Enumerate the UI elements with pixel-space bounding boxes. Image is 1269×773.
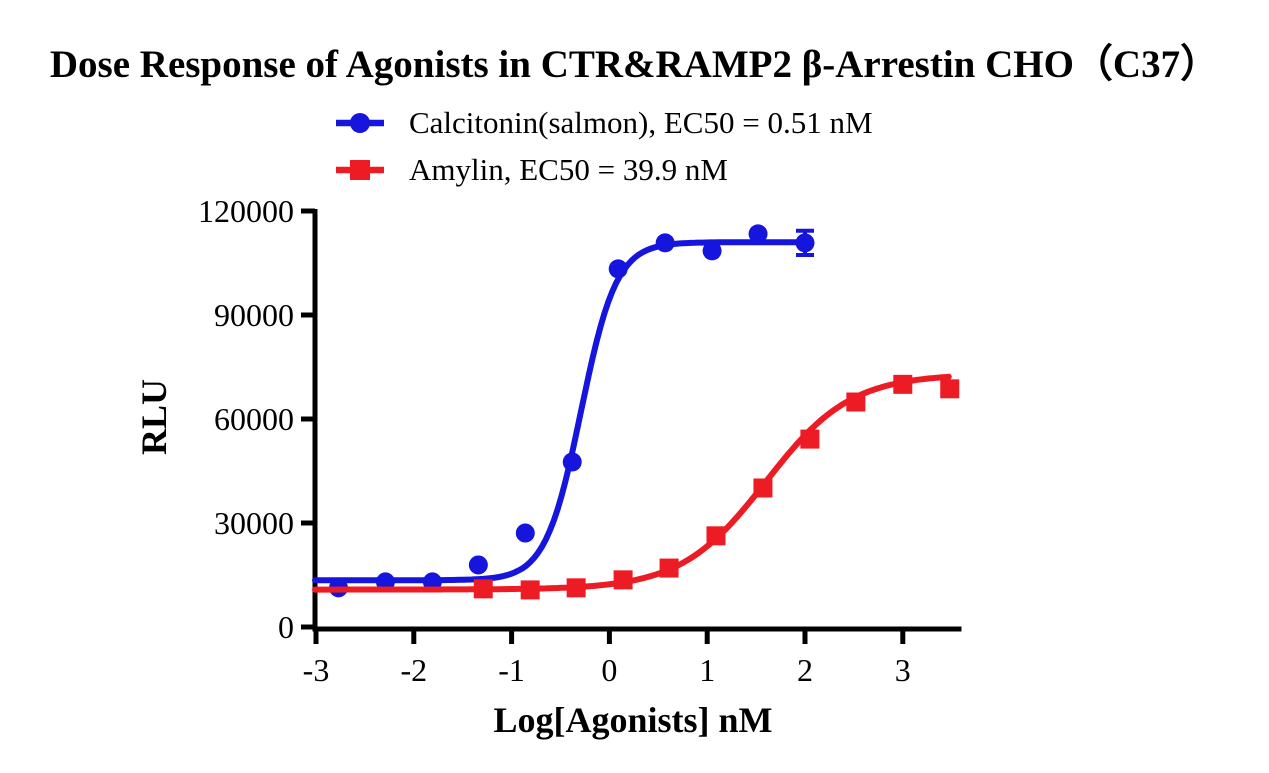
legend-label-amylin: Amylin, EC50 = 39.9 nM <box>409 151 728 187</box>
legend-item-calcitonin: Calcitonin(salmon), EC50 = 0.51 nM <box>333 99 873 146</box>
data-point-square <box>520 580 540 600</box>
data-point-circle <box>795 233 815 253</box>
y-axis-title: RLU <box>134 378 174 456</box>
data-point-square <box>706 526 726 546</box>
legend-marker-circle-icon <box>336 112 384 133</box>
x-tick-label: -1 <box>498 652 525 688</box>
chart-title: Dose Response of Agonists in CTR&RAMP2 β… <box>49 43 1220 86</box>
data-point-square <box>800 429 820 449</box>
data-point-square <box>659 558 679 578</box>
data-point-square <box>940 379 960 399</box>
x-axis-title: Log[Agonists] nM <box>493 700 773 740</box>
y-tick-label: 120000 <box>198 193 294 229</box>
data-point-circle <box>515 523 535 543</box>
legend-label-calcitonin: Calcitonin(salmon), EC50 = 0.51 nM <box>409 104 873 140</box>
data-point-circle <box>655 233 675 253</box>
y-tick-label: 60000 <box>214 401 294 437</box>
x-tick-label: -3 <box>303 652 330 688</box>
legend-item-amylin: Amylin, EC50 = 39.9 nM <box>333 146 873 193</box>
y-tick-label: 30000 <box>214 505 294 541</box>
data-point-square <box>846 392 866 412</box>
data-point-circle <box>468 555 488 575</box>
legend: Calcitonin(salmon), EC50 = 0.51 nM Amyli… <box>333 99 873 193</box>
y-tick-label: 0 <box>278 609 294 645</box>
data-point-square <box>893 374 913 394</box>
data-point-square <box>566 578 586 598</box>
x-tick-label: 2 <box>797 652 813 688</box>
x-tick-label: 1 <box>699 652 715 688</box>
data-point-square <box>753 478 773 498</box>
x-tick-label: 3 <box>895 652 911 688</box>
data-point-circle <box>702 241 722 261</box>
data-point-square <box>613 570 633 590</box>
legend-marker-square-icon <box>336 159 384 180</box>
data-point-circle <box>608 259 628 279</box>
data-point-circle <box>748 224 768 244</box>
x-tick-label: 0 <box>601 652 617 688</box>
y-tick-label: 90000 <box>214 297 294 333</box>
data-point-circle <box>562 452 582 472</box>
data-point-square <box>473 579 493 599</box>
fit-curve-0 <box>312 239 807 584</box>
x-tick-label: -2 <box>400 652 427 688</box>
